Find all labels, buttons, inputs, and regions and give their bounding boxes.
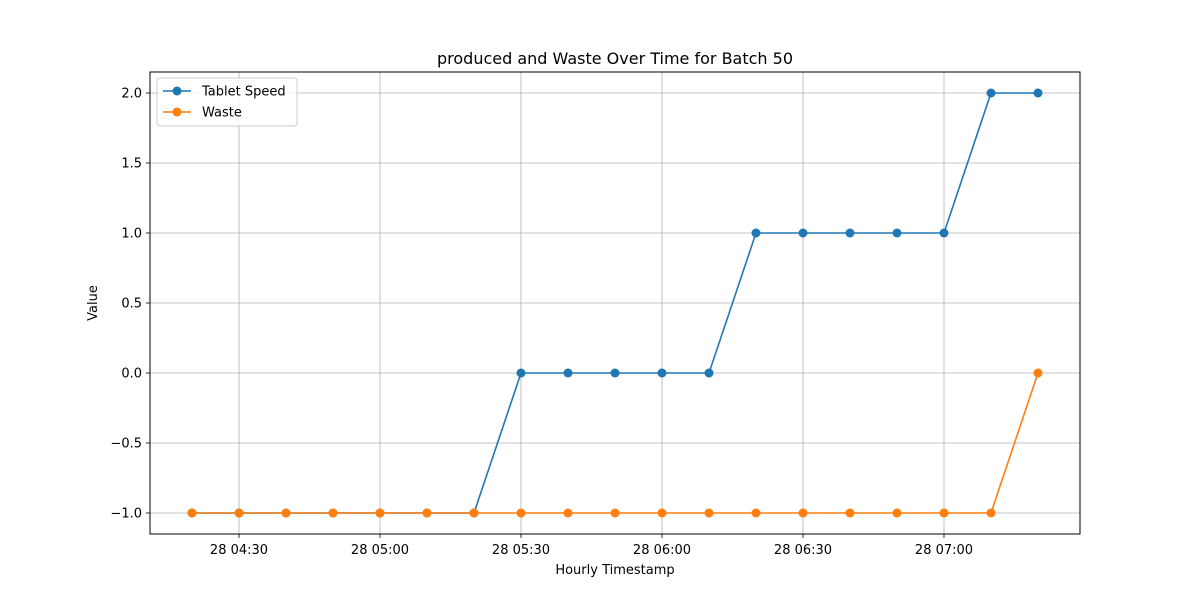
legend: Tablet Speed Waste: [156, 77, 298, 127]
legend-marker: [172, 86, 182, 96]
y-tick-label: 0.0: [121, 367, 142, 382]
data-point: [798, 228, 808, 238]
x-tick-label: 28 07:00: [915, 543, 973, 558]
y-axis-ticks: −1.0 −0.5 0.0 0.5 1.0 1.5 2.0: [110, 87, 150, 522]
series-lines: [187, 88, 1043, 518]
data-point: [375, 508, 385, 518]
y-tick-label: 0.5: [121, 297, 142, 312]
y-tick-label: 1.0: [121, 227, 142, 242]
legend-label: Waste: [202, 106, 242, 121]
x-tick-label: 28 06:00: [633, 543, 691, 558]
data-point: [986, 508, 996, 518]
legend-box: [156, 77, 298, 127]
data-point: [563, 508, 573, 518]
y-tick-label: 1.5: [121, 157, 142, 172]
data-point: [751, 228, 761, 238]
x-tick-label: 28 06:30: [774, 543, 832, 558]
data-point: [892, 228, 902, 238]
x-tick-label: 28 05:30: [492, 543, 550, 558]
plot-frame: [149, 71, 1081, 535]
data-point: [939, 228, 949, 238]
data-point: [892, 508, 902, 518]
data-point: [516, 368, 526, 378]
data-point: [1033, 368, 1043, 378]
x-axis-ticks: 28 04:30 28 05:00 28 05:30 28 06:00 28 06:30…: [210, 534, 973, 558]
data-point: [986, 88, 996, 98]
data-point: [845, 228, 855, 238]
data-point: [610, 368, 620, 378]
series-1: [187, 368, 1043, 518]
data-point: [328, 508, 338, 518]
data-point: [1033, 88, 1043, 98]
data-point: [563, 368, 573, 378]
data-point: [939, 508, 949, 518]
data-point: [798, 508, 808, 518]
data-point: [657, 368, 667, 378]
data-point: [845, 508, 855, 518]
legend-label: Tablet Speed: [201, 85, 286, 100]
data-point: [422, 508, 432, 518]
y-tick-label: −1.0: [110, 507, 142, 522]
x-axis-label: Hourly Timestamp: [555, 563, 674, 578]
y-tick-label: −0.5: [110, 437, 142, 452]
data-point: [281, 508, 291, 518]
data-point: [751, 508, 761, 518]
x-tick-label: 28 04:30: [210, 543, 268, 558]
data-point: [704, 508, 714, 518]
grid-lines: [150, 72, 1080, 534]
chart-title: produced and Waste Over Time for Batch 5…: [437, 49, 793, 68]
data-point: [610, 508, 620, 518]
data-point: [704, 368, 714, 378]
x-tick-label: 28 05:00: [351, 543, 409, 558]
data-point: [657, 508, 667, 518]
data-point: [187, 508, 197, 518]
y-tick-label: 2.0: [121, 87, 142, 102]
data-point: [516, 508, 526, 518]
data-point: [469, 508, 479, 518]
legend-marker: [172, 107, 182, 117]
data-point: [234, 508, 244, 518]
y-axis-label: Value: [86, 285, 101, 321]
